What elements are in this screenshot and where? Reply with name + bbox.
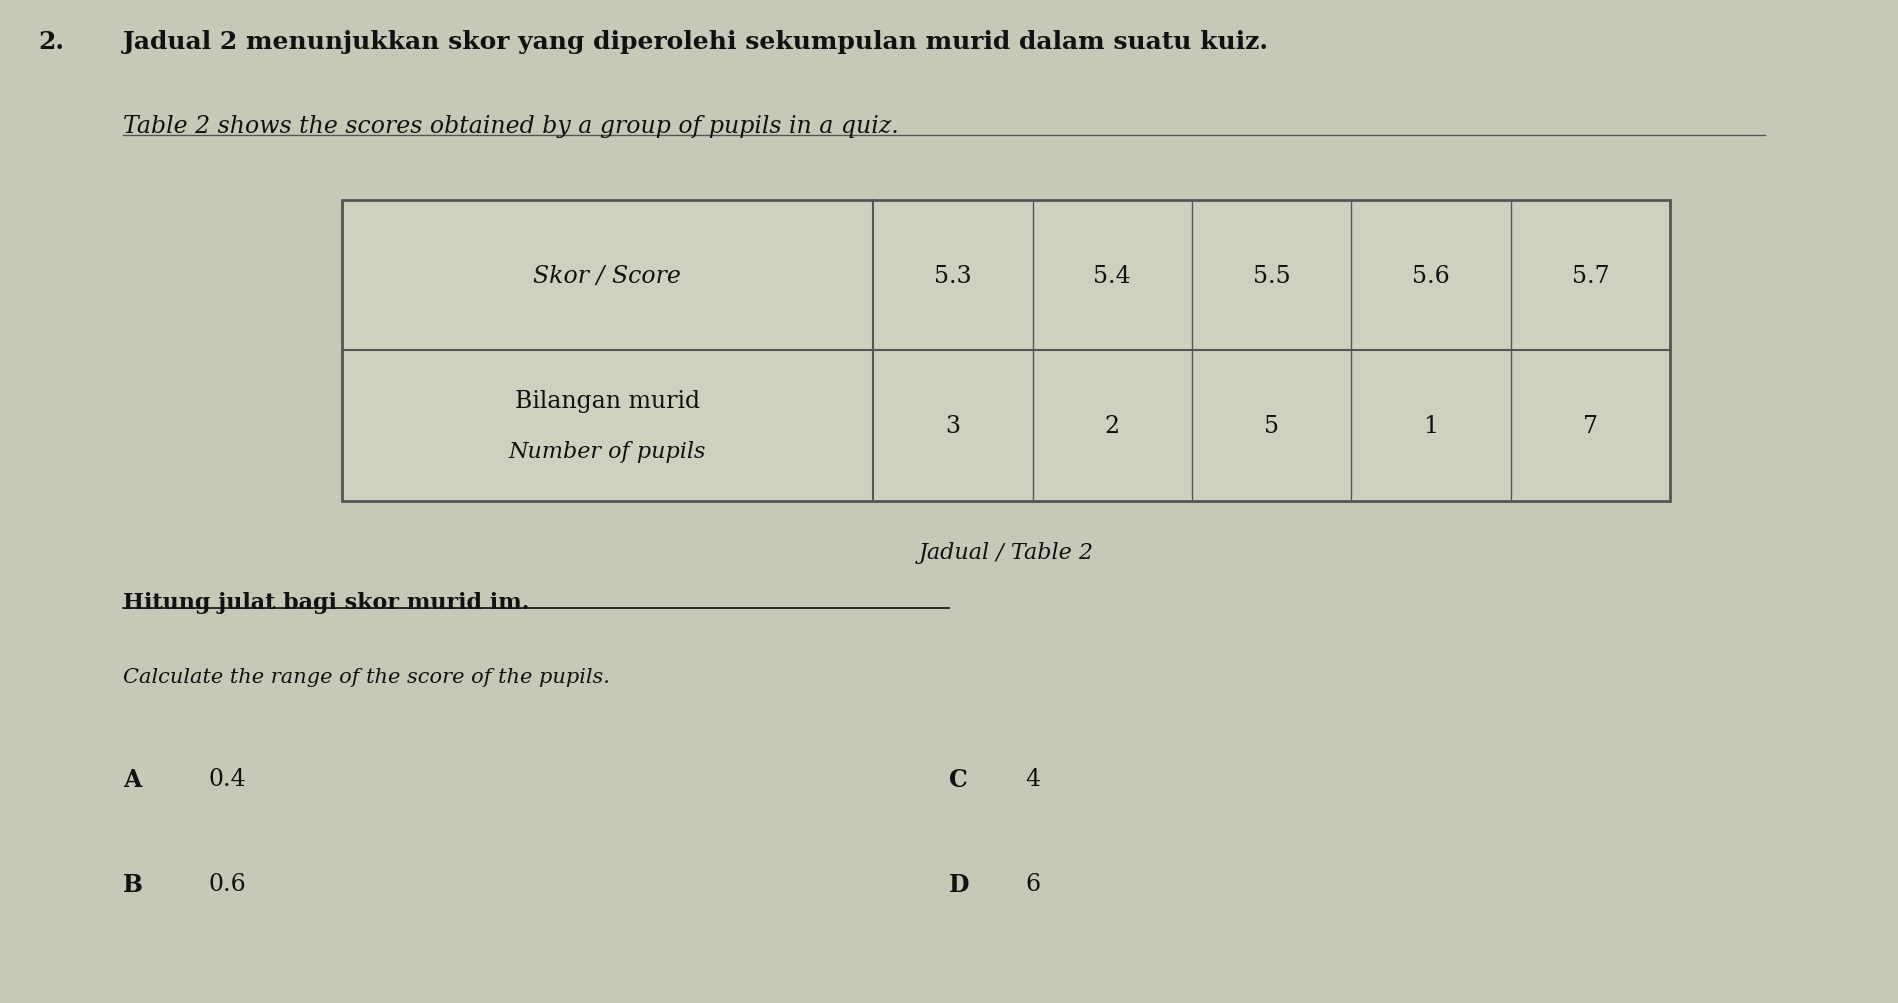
Bar	[342, 201, 1670, 502]
Text: A: A	[123, 767, 142, 791]
Text: 4: 4	[1025, 767, 1040, 790]
Text: 3: 3	[945, 415, 960, 437]
Text: B: B	[123, 873, 142, 897]
Text: 5: 5	[1264, 415, 1279, 437]
Text: 1: 1	[1424, 415, 1439, 437]
Text: 0.4: 0.4	[209, 767, 247, 790]
Text: 5.3: 5.3	[934, 265, 972, 287]
Text: 5.6: 5.6	[1412, 265, 1450, 287]
Text: 6: 6	[1025, 873, 1040, 896]
Text: Jadual 2 menunjukkan skor yang diperolehi sekumpulan murid dalam suatu kuiz.: Jadual 2 menunjukkan skor yang diperoleh…	[123, 30, 1270, 54]
Text: C: C	[949, 767, 968, 791]
Text: Hitung julat bagi skor murid im.: Hitung julat bagi skor murid im.	[123, 592, 530, 614]
Text: 2: 2	[1105, 415, 1120, 437]
Text: Jadual / Table 2: Jadual / Table 2	[919, 542, 1093, 564]
Text: Table 2 shows the scores obtained by a group of pupils in a quiz.: Table 2 shows the scores obtained by a g…	[123, 115, 900, 138]
Text: 5.7: 5.7	[1572, 265, 1610, 287]
Text: 2.: 2.	[38, 30, 65, 54]
Text: Bilangan murid: Bilangan murid	[514, 389, 700, 412]
Text: Skor / Score: Skor / Score	[533, 265, 681, 287]
Text: D: D	[949, 873, 970, 897]
Text: Number of pupils: Number of pupils	[509, 441, 706, 462]
Text: 7: 7	[1583, 415, 1598, 437]
Text: 5.5: 5.5	[1253, 265, 1291, 287]
Text: 0.6: 0.6	[209, 873, 247, 896]
Text: 5.4: 5.4	[1093, 265, 1131, 287]
Text: Calculate the range of the score of the pupils.: Calculate the range of the score of the …	[123, 667, 611, 686]
